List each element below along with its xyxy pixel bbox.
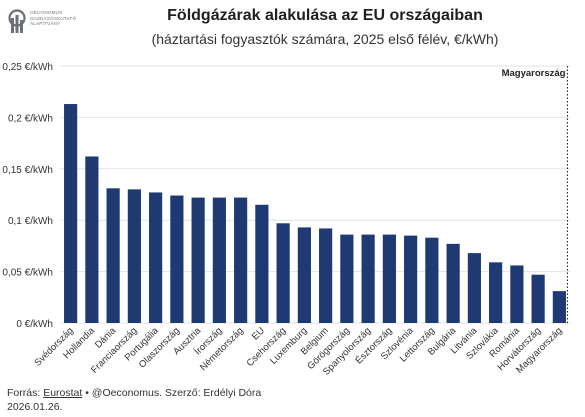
y-tick-label: 0,15 €/kWh: [2, 165, 53, 176]
bar: [85, 156, 99, 323]
logo-text: Oeconomus Gazdaságkutató Alapítvány: [30, 10, 110, 27]
bar: [552, 291, 566, 323]
bar: [446, 243, 460, 323]
y-tick-label: 0 €/kWh: [16, 319, 53, 330]
bar: [531, 274, 545, 323]
y-tick-label: 0,2 €/kWh: [8, 113, 53, 124]
bar: [191, 197, 205, 323]
bar-chart: 0 €/kWh 0,05 €/kWh 0,1 €/kWh 0,15 €/kWh 0,2 …: [2, 62, 570, 378]
annotation-label: Magyarország: [502, 68, 566, 79]
logo-line-1: Oeconomus: [30, 10, 63, 15]
oeconomus-logo: Oeconomus Gazdaságkutató Alapítvány: [8, 7, 128, 41]
logo-icon: [8, 9, 26, 33]
source-link[interactable]: Eurostat: [43, 387, 83, 399]
bar: [404, 235, 418, 323]
source-credit: • @Oeconomus. Szerző: Erdélyi Dóra: [85, 387, 262, 399]
logo-line-3: Alapítvány: [30, 21, 61, 27]
bar: [340, 234, 354, 323]
bar: [382, 234, 396, 323]
chart-subtitle: (háztartási fogyasztók számára, 2025 els…: [151, 31, 499, 47]
bar: [489, 262, 503, 323]
bar: [149, 192, 163, 323]
bar: [106, 188, 120, 323]
bar: [425, 237, 439, 323]
bar: [467, 253, 481, 323]
y-tick-label: 0,05 €/kWh: [2, 268, 53, 279]
x-tick-label: EU: [250, 325, 267, 342]
bar: [234, 197, 248, 323]
bar: [64, 104, 78, 323]
chart-title: Földgázárak alakulása az EU országaiban: [167, 7, 483, 24]
publish-date: 2026.01.26.: [7, 401, 63, 413]
y-tick-label: 0,25 €/kWh: [2, 62, 53, 73]
bar: [255, 204, 269, 323]
bar: [361, 234, 375, 323]
bar: [276, 223, 290, 323]
bar: [510, 265, 524, 323]
source-label: Forrás:: [7, 387, 41, 399]
footer: Forrás: Eurostat • @Oeconomus. Szerző: E…: [7, 386, 261, 414]
bar: [170, 195, 184, 323]
bar: [319, 228, 333, 323]
bar: [297, 227, 311, 323]
bar: [212, 197, 226, 323]
y-tick-label: 0,1 €/kWh: [8, 216, 53, 227]
bar: [127, 189, 141, 323]
logo-line-2: Gazdaságkutató: [30, 15, 77, 21]
